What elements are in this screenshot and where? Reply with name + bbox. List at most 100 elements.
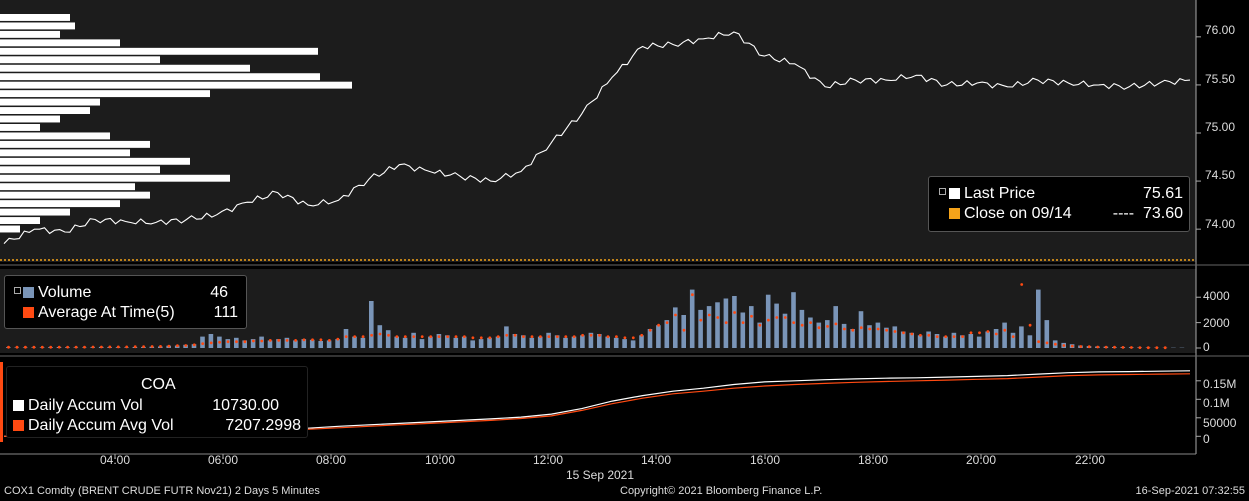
average-point (1011, 335, 1015, 338)
legend-accum-avg: Daily Accum Avg Vol (13, 417, 174, 435)
volume-bar (276, 339, 281, 348)
volume-profile-bar (0, 149, 130, 157)
average-point (615, 335, 618, 338)
average-point (353, 335, 357, 338)
average-point (986, 330, 990, 333)
volume-profile-bar (0, 166, 160, 174)
volume-profile-bar (0, 183, 135, 191)
accum-tick: 0.1M (1203, 396, 1230, 410)
volume-profile-bar (0, 81, 352, 89)
average-point (775, 316, 779, 319)
accum-avg-swatch (13, 420, 24, 432)
average-label: Average At Time(5) (38, 304, 175, 321)
average-point (927, 333, 931, 337)
volume-bar (985, 331, 990, 348)
average-point (783, 316, 787, 319)
average-point (505, 333, 509, 337)
volume-profile-bar (0, 47, 318, 55)
average-point (1087, 345, 1091, 349)
average-point (682, 328, 686, 332)
volume-profile-bar (0, 73, 320, 81)
average-point (252, 339, 255, 343)
volume-bar (1044, 320, 1050, 348)
volume-profile-bar (0, 140, 150, 148)
accum-tick: 0.15M (1203, 377, 1237, 391)
volume-bar (360, 337, 366, 348)
volume-bar (740, 312, 746, 348)
average-point (555, 335, 559, 338)
volume-profile-bar (0, 90, 210, 98)
average-point (750, 314, 753, 318)
average-point (935, 335, 939, 338)
volume-legend-collapse-icon[interactable] (14, 287, 21, 294)
average-point (387, 333, 390, 337)
average-point (522, 335, 525, 338)
volume-bar (892, 326, 898, 348)
average-point (40, 345, 44, 349)
average-point (910, 332, 914, 336)
average-point (1028, 323, 1032, 327)
volume-profile-bar (0, 98, 100, 106)
volume-profile-bar (0, 157, 190, 165)
volume-bar (461, 336, 467, 348)
volume-legend: Volume 46 Average At Time(5) 111 (4, 275, 247, 329)
average-point (91, 345, 95, 349)
volume-bar (867, 325, 872, 348)
volume-bar (571, 336, 577, 348)
average-point (1155, 346, 1159, 350)
volume-profile-bar (0, 14, 70, 21)
volume-bar (411, 332, 416, 348)
volume-bar (588, 332, 594, 348)
last-price-swatch (949, 188, 960, 200)
accum-avg-label: Daily Accum Avg Vol (28, 417, 174, 434)
average-point (1070, 344, 1074, 348)
average-point (159, 345, 162, 348)
volume-profile-bar (0, 30, 60, 38)
accum-accent-bar (0, 362, 3, 442)
volume-bar (976, 336, 982, 348)
average-point (978, 331, 981, 335)
average-point (66, 345, 69, 349)
average-point (370, 333, 373, 337)
average-point (192, 343, 196, 347)
volume-bar (732, 296, 737, 348)
average-point (1163, 346, 1167, 350)
average-point (446, 335, 449, 338)
volume-bar (1010, 332, 1016, 348)
volume-bar (402, 337, 408, 348)
volume-bar (225, 339, 231, 348)
volume-bar (639, 335, 644, 348)
price-tick: 74.50 (1205, 168, 1236, 182)
average-point (184, 344, 188, 347)
volume-bar (1002, 322, 1007, 348)
volume-bar (453, 337, 459, 348)
legend-collapse-icon[interactable] (939, 188, 946, 195)
average-point (572, 335, 576, 338)
volume-profile-bar (0, 208, 70, 216)
volume-profile-bar (0, 64, 250, 72)
volume-bar (487, 337, 492, 348)
average-point (471, 336, 475, 340)
average-point (420, 335, 424, 338)
close-value: 73.60 (1142, 205, 1183, 222)
volume-bar (352, 336, 357, 348)
volume-bar (1036, 289, 1041, 348)
average-point (479, 336, 483, 340)
x-tick: 06:00 (207, 453, 239, 467)
x-tick: 18:00 (857, 453, 889, 467)
volume-bar (630, 340, 636, 348)
average-point (606, 335, 610, 338)
x-tick: 20:00 (965, 453, 997, 467)
volume-bar (267, 340, 273, 348)
volume-profile-bar (0, 56, 160, 64)
average-point (57, 345, 61, 349)
volume-bar (343, 329, 349, 348)
volume-bar (208, 334, 214, 348)
average-point (226, 340, 230, 344)
average-point (826, 325, 829, 328)
volume-swatch (23, 287, 34, 299)
average-point (294, 339, 297, 342)
price-tick: 74.00 (1205, 217, 1236, 231)
average-point (133, 345, 137, 349)
average-point (218, 340, 222, 344)
